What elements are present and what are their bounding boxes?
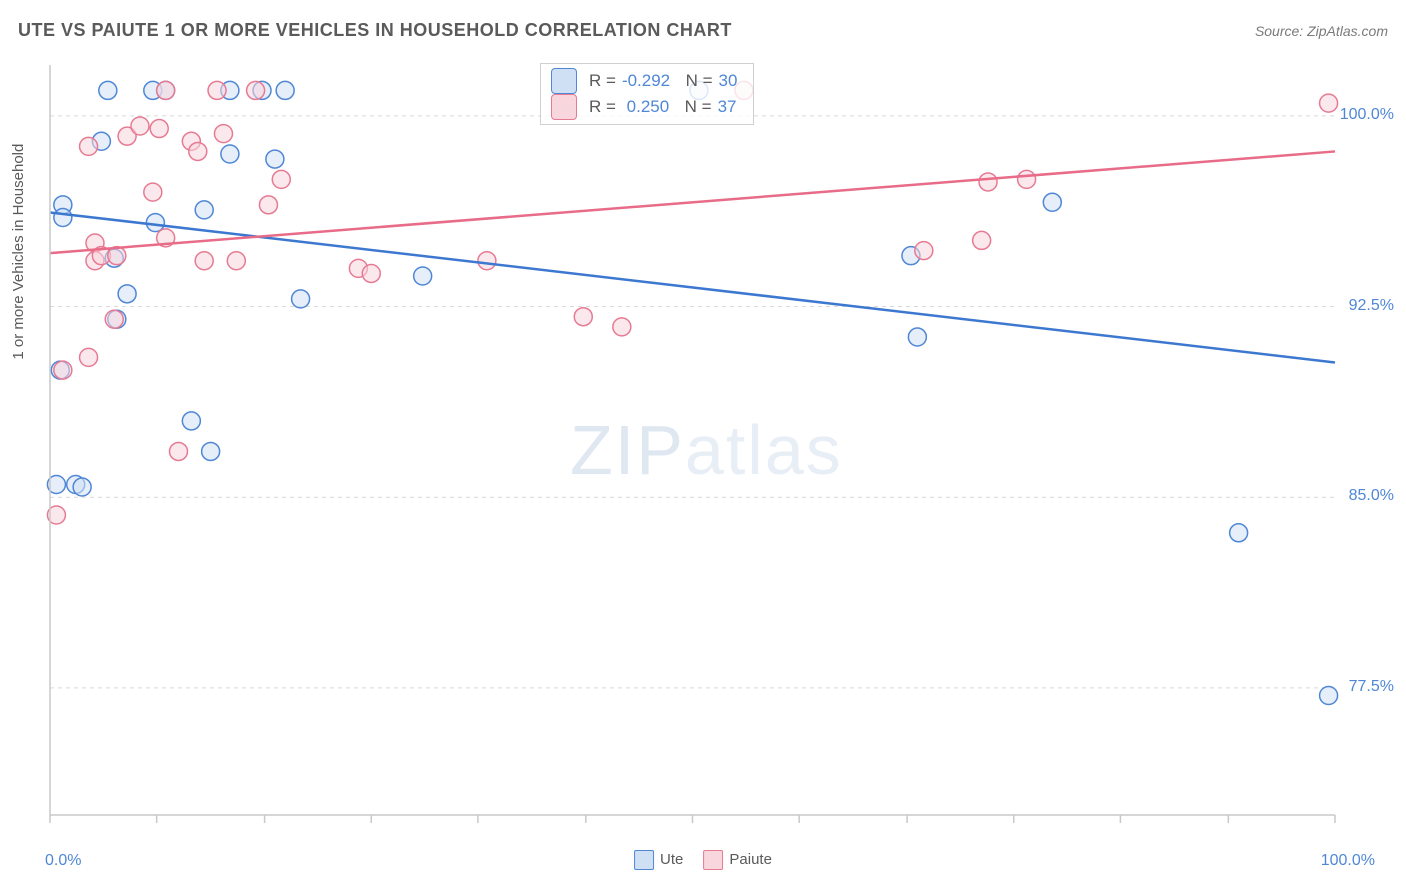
y-tick-label: 85.0% (1349, 487, 1394, 505)
y-tick-label: 92.5% (1349, 297, 1394, 315)
y-tick-label: 77.5% (1349, 678, 1394, 696)
stats-row-paiute: R = 0.250 N = 37 (551, 94, 743, 120)
y-tick-label: 100.0% (1340, 106, 1394, 124)
x-tick-min: 0.0% (45, 852, 81, 870)
stats-row-ute: R = -0.292 N = 30 (551, 68, 743, 94)
x-tick-max: 100.0% (1321, 852, 1375, 870)
stats-legend: R = -0.292 N = 30 R = 0.250 N = 37 (540, 63, 754, 125)
source-label: Source: ZipAtlas.com (1255, 23, 1388, 39)
scatter-chart (45, 55, 1375, 835)
legend-item-paiute: Paiute (703, 850, 772, 870)
bottom-legend: Ute Paiute (634, 850, 772, 870)
legend-item-ute: Ute (634, 850, 683, 870)
y-axis-label: 1 or more Vehicles in Household (10, 144, 27, 360)
chart-title: UTE VS PAIUTE 1 OR MORE VEHICLES IN HOUS… (18, 20, 732, 41)
